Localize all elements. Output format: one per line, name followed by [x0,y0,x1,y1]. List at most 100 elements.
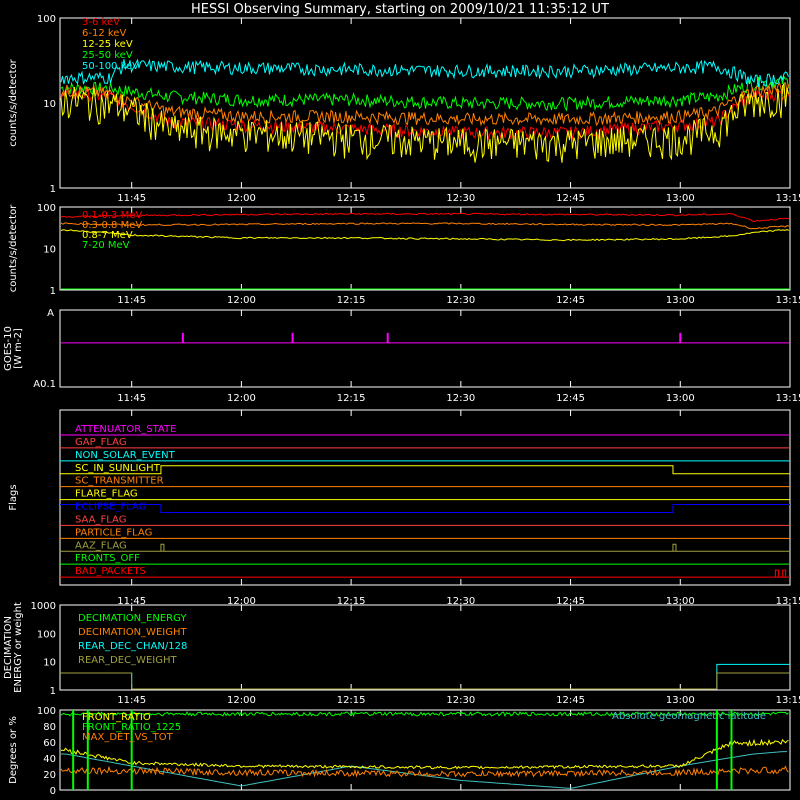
flag-label: ATTENUATOR_STATE [75,424,176,435]
x-tick-label: 12:30 [446,393,475,404]
x-tick-label: 12:00 [227,596,256,607]
panels: 11:45 12:00 12:15 12:30 12:45 13:00 13:15 1 10 10… [3,14,800,797]
x-tick-label: 12:45 [556,295,585,306]
y-tick-label: 20 [43,770,56,781]
series-line-2 [60,229,790,242]
x-tick-label: 13:15 [776,596,800,607]
x-tick-label: 13:00 [666,695,695,706]
y-tick-label: 0 [50,786,56,797]
series-line-4 [60,58,789,88]
annotation-label: Absolute geomagnetic latitude [612,711,766,722]
x-tick-label: 11:45 [117,193,146,204]
flag-label: BAD_PACKETS [75,566,146,577]
x-tick-label: 12:30 [446,295,475,306]
x-tick-label: 12:30 [446,596,475,607]
panel-frame-1 [59,17,791,189]
x-tick-label: 13:15 [776,193,800,204]
y-axis-label: counts/s/detector [8,204,19,292]
legend-entry: REAR_DEC_WEIGHT [78,655,177,666]
y-tick-label: 100 [37,706,56,717]
legend-entry: 3-6 keV [82,17,120,28]
series-line-0 [60,738,789,770]
legend-entry: 0.1-0.3 MeV [82,210,142,221]
x-tick-label: 12:00 [227,295,256,306]
legend-entry: 7-20 MeV [82,240,130,251]
x-tick-label: 12:30 [446,193,475,204]
x-tick-label: 12:15 [337,295,366,306]
panel-frame-5 [59,604,791,691]
x-tick-label: 13:00 [666,393,695,404]
flag-label: AAZ_FLAG [75,540,127,551]
x-tick-label: 12:00 [227,193,256,204]
chart-title: HESSI Observing Summary, starting on 200… [191,2,609,17]
flag-label: FRONTS_OFF [75,553,140,564]
legend-entry: 50-100 keV [82,61,139,72]
series-line-1 [60,81,789,127]
x-tick-label: 12:45 [556,193,585,204]
series-line-2 [60,82,789,163]
y-axis-label: counts/s/detector [8,58,19,146]
y-tick-label: 60 [43,738,56,749]
x-tick-label: 13:00 [666,596,695,607]
y-axis-label: Flags [8,484,19,510]
x-tick-label: 12:45 [556,393,585,404]
x-tick-label: 11:45 [117,295,146,306]
flag-trace [60,465,790,475]
y-axis-label: [W m-2] [13,328,24,369]
x-tick-label: 13:15 [776,295,800,306]
legend-entry: FRONT_RATIO [82,712,151,723]
y-tick-label: A0.1 [33,379,56,390]
x-tick-label: 12:15 [337,695,366,706]
y-tick-label: 1000 [31,601,56,612]
y-tick-label: A [47,308,54,319]
flag-label: FLARE_FLAG [75,489,138,500]
legend-entry: 0.8-7 MeV [82,230,133,241]
legend-entry: 12-25 keV [82,39,133,50]
series-line-3 [61,751,787,789]
x-tick-label: 12:30 [446,695,475,706]
series-line-3 [60,74,789,112]
flag-label: GAP_FLAG [75,437,127,448]
y-tick-label: 10 [43,658,56,669]
series-line-0 [60,212,790,223]
flag-label: NON_SOLAR_EVENT [75,450,176,461]
legend-entry: DECIMATION_WEIGHT [78,627,187,638]
panel-frame-2 [59,206,791,291]
y-tick-label: 40 [43,754,56,765]
series-line-1 [60,711,789,718]
flag-trace [60,569,790,578]
legend-entry: 6-12 keV [82,28,126,39]
x-tick-label: 11:45 [117,393,146,404]
x-tick-label: 11:45 [117,596,146,607]
series-line-2 [60,765,789,778]
y-axis-label: Degrees or % [8,716,19,784]
panel-frame-4 [59,409,791,586]
legend-entry: MAX_DET_VS_TOT [82,732,174,743]
x-tick-label: 12:15 [337,596,366,607]
x-tick-label: 13:00 [666,295,695,306]
x-tick-label: 12:00 [227,393,256,404]
legend-entry: 0.3-0.8 MeV [82,220,142,231]
y-tick-label: 10 [43,245,56,256]
panel-frame-3 [59,309,791,388]
x-tick-label: 12:15 [337,393,366,404]
y-tick-label: 1 [50,184,56,195]
y-tick-label: 100 [37,14,56,25]
y-tick-label: 100 [37,203,56,214]
flag-label: SAA_FLAG [75,514,126,525]
flag-trace [60,504,790,513]
flag-label: PARTICLE_FLAG [75,527,152,538]
legend-entry: DECIMATION_ENERGY [78,613,187,624]
x-tick-label: 12:45 [556,596,585,607]
legend-entry: REAR_DEC_CHAN/128 [78,641,187,652]
flag-label: SC_TRANSMITTER [75,476,164,487]
legend-entry: 25-50 keV [82,50,133,61]
panel-frame-6 [59,709,791,791]
x-tick-label: 11:45 [117,695,146,706]
series-line-3 [60,672,790,690]
x-tick-label: 13:15 [776,695,800,706]
x-tick-label: 13:00 [666,193,695,204]
y-tick-label: 10 [43,99,56,110]
x-tick-label: 13:15 [776,393,800,404]
